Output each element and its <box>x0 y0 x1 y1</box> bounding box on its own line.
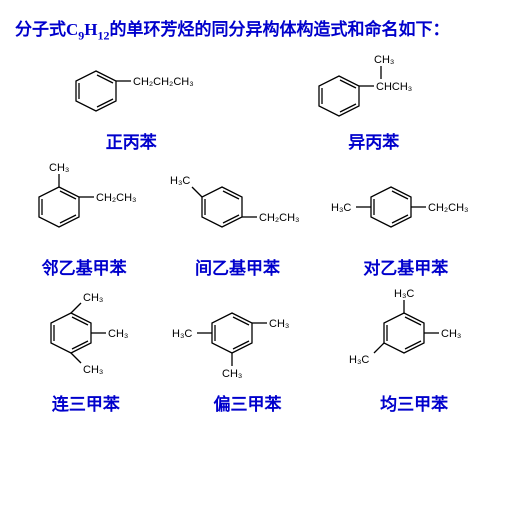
structure-m-ethyltoluene: H₃C CH₂CH₃ <box>167 157 307 252</box>
label-h3c: H₃C <box>170 175 190 187</box>
formula-h: H <box>84 20 97 39</box>
label-ch3-2: CH₃ <box>108 328 128 340</box>
structure-propylbenzene: CH₂CH₂CH₃ <box>56 51 206 126</box>
structure-135-tmb: H₃C CH₃ H₃C <box>344 283 484 388</box>
structures-grid: CH₂CH₂CH₃ 正丙苯 CH₃ CHCH₃ 异丙苯 <box>10 51 495 415</box>
name-p-ethyltoluene: 对乙基甲苯 <box>363 254 448 279</box>
label-ch3: CH₃ <box>49 162 69 174</box>
name-135-tmb: 均三甲苯 <box>380 390 448 415</box>
cell-123-trimethylbenzene: CH₃ CH₃ CH₃ 连三甲苯 <box>21 283 151 415</box>
row-2: CH₃ CH₂CH₃ 邻乙基甲苯 H₃C CH₂CH₃ 间乙基甲苯 <box>10 157 495 279</box>
label-ethyl: CH₂CH₃ <box>96 192 137 204</box>
row-1: CH₂CH₂CH₃ 正丙苯 CH₃ CHCH₃ 异丙苯 <box>10 51 495 153</box>
title-suffix: 的单环芳烃的同分异构体构造式和命名如下： <box>110 20 450 39</box>
label-ch3-1: CH₃ <box>269 318 289 330</box>
structure-o-ethyltoluene: CH₃ CH₂CH₃ <box>19 157 149 252</box>
structure-isopropylbenzene: CH₃ CHCH₃ <box>299 51 449 126</box>
label-ch3-top: CH₃ <box>374 54 394 66</box>
row-3: CH₃ CH₃ CH₃ 连三甲苯 H₃C CH₃ CH₃ <box>10 283 495 415</box>
title-prefix: 分子式 <box>15 20 66 39</box>
name-propylbenzene: 正丙苯 <box>106 128 157 153</box>
label-ethyl: CH₂CH₃ <box>259 212 300 224</box>
cell-135-trimethylbenzene: H₃C CH₃ H₃C 均三甲苯 <box>344 283 484 415</box>
name-123-tmb: 连三甲苯 <box>52 390 120 415</box>
label-ch3-2: CH₃ <box>222 368 242 380</box>
label-propyl: CH₂CH₂CH₃ <box>133 76 194 88</box>
formula-c: C <box>66 20 78 39</box>
name-124-tmb: 偏三甲苯 <box>213 390 281 415</box>
name-isopropylbenzene: 异丙苯 <box>348 128 399 153</box>
cell-p-ethyltoluene: H₃C CH₂CH₃ 对乙基甲苯 <box>326 157 486 279</box>
cell-isopropylbenzene: CH₃ CHCH₃ 异丙苯 <box>299 51 449 153</box>
label-h3c-1: H₃C <box>394 288 414 300</box>
cell-m-ethyltoluene: H₃C CH₂CH₃ 间乙基甲苯 <box>167 157 307 279</box>
page-title: 分子式C9H12的单环芳烃的同分异构体构造式和命名如下： <box>10 15 495 43</box>
label-h3c: H₃C <box>331 202 351 214</box>
label-h3c-2: H₃C <box>349 354 369 366</box>
label-ch3-3: CH₃ <box>83 364 103 376</box>
label-ch3: CH₃ <box>441 328 461 340</box>
structure-123-tmb: CH₃ CH₃ CH₃ <box>21 283 151 388</box>
label-chch3: CHCH₃ <box>376 81 412 93</box>
cell-o-ethyltoluene: CH₃ CH₂CH₃ 邻乙基甲苯 <box>19 157 149 279</box>
structure-p-ethyltoluene: H₃C CH₂CH₃ <box>326 157 486 252</box>
label-ethyl: CH₂CH₃ <box>428 202 469 214</box>
label-h3c: H₃C <box>172 328 192 340</box>
label-ch3-1: CH₃ <box>83 292 103 304</box>
name-m-ethyltoluene: 间乙基甲苯 <box>195 254 280 279</box>
structure-124-tmb: H₃C CH₃ CH₃ <box>172 283 322 388</box>
name-o-ethyltoluene: 邻乙基甲苯 <box>42 254 127 279</box>
formula-sub2: 12 <box>98 28 110 42</box>
cell-propylbenzene: CH₂CH₂CH₃ 正丙苯 <box>56 51 206 153</box>
cell-124-trimethylbenzene: H₃C CH₃ CH₃ 偏三甲苯 <box>172 283 322 415</box>
